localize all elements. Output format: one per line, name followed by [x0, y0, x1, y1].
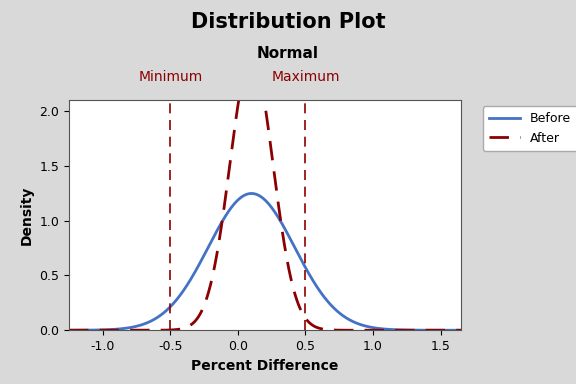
Y-axis label: Density: Density: [20, 185, 34, 245]
X-axis label: Percent Difference: Percent Difference: [191, 359, 339, 372]
Text: Normal: Normal: [257, 46, 319, 61]
Legend: Before, After: Before, After: [483, 106, 576, 151]
Text: Distribution Plot: Distribution Plot: [191, 12, 385, 31]
Text: Maximum: Maximum: [271, 71, 340, 84]
Text: Minimum: Minimum: [138, 71, 203, 84]
